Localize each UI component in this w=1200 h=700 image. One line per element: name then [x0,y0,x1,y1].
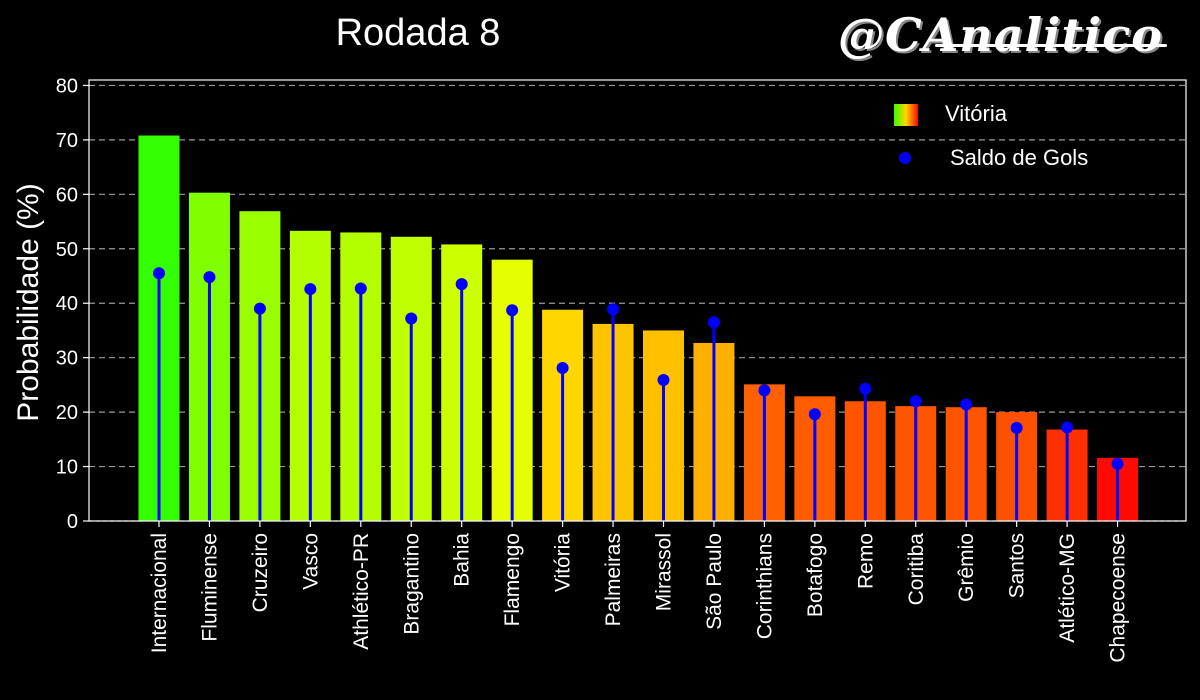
legend-marker-points [899,152,911,164]
legend-swatch-bars [894,104,918,126]
category-label-15: Coritiba [905,533,928,606]
category-label-11: São Paulo [703,533,726,630]
category-label-0: Internacional [148,533,171,653]
category-label-14: Remo [854,533,877,589]
point-16 [960,398,973,411]
point-3 [304,283,317,296]
category-label-7: Flamengo [501,533,524,626]
y-tick-label: 80 [56,75,78,97]
point-0 [153,267,165,280]
category-label-9: Palmeiras [602,533,625,626]
category-label-8: Vitória [552,533,575,592]
category-label-17: Santos [1006,533,1029,598]
category-label-18: Atlético-MG [1056,533,1079,643]
bars [138,135,1139,522]
point-12 [758,384,771,397]
axes: 0 10 20 30 40 50 60 70 80 Probabilidade (%) Intern… [12,75,1187,663]
category-label-5: Bragantino [400,533,423,635]
legend-label-points: Saldo de Gols [950,145,1088,170]
category-label-10: Mirassol [653,533,676,611]
point-10 [657,373,670,386]
point-17 [1010,421,1023,434]
plot-frame [88,79,1187,522]
point-13 [808,408,821,421]
point-19 [1111,457,1124,470]
category-label-3: Vasco [299,533,322,590]
category-label-19: Chapecoense [1107,533,1130,663]
point-4 [354,282,367,295]
category-label-6: Bahia [451,533,474,587]
y-tick-label: 30 [56,348,78,370]
point-8 [556,362,569,375]
category-label-13: Botafogo [804,533,827,617]
legend: Vitória Saldo de Gols [894,101,1088,170]
y-tick-label: 10 [56,457,78,479]
brand-logo: @CAnalitico [838,8,1163,62]
category-label-2: Cruzeiro [249,533,272,612]
point-2 [253,302,266,315]
y-tick-label: 40 [56,293,78,315]
point-14 [859,382,872,395]
point-5 [405,312,418,325]
point-7 [506,304,519,317]
point-15 [909,395,922,408]
point-18 [1061,421,1074,434]
point-11 [707,316,720,329]
y-axis-label: Probabilidade (%) [12,183,45,421]
y-tick-label: 50 [56,239,78,261]
y-tick-label: 70 [56,130,78,152]
point-6 [455,278,468,291]
y-tick-label: 20 [56,402,78,424]
category-label-1: Fluminense [198,533,221,642]
point-1 [203,271,216,284]
point-9 [607,303,620,316]
category-label-12: Corinthians [753,533,776,639]
chart-title: Rodada 8 [335,12,501,54]
y-tick-label: 0 [67,511,78,533]
category-label-4: Athlético-PR [350,533,373,650]
category-label-16: Grêmio [955,533,978,602]
legend-label-bars: Vitória [945,101,1008,126]
y-tick-label: 60 [56,184,78,206]
brand-underline [935,44,1167,47]
